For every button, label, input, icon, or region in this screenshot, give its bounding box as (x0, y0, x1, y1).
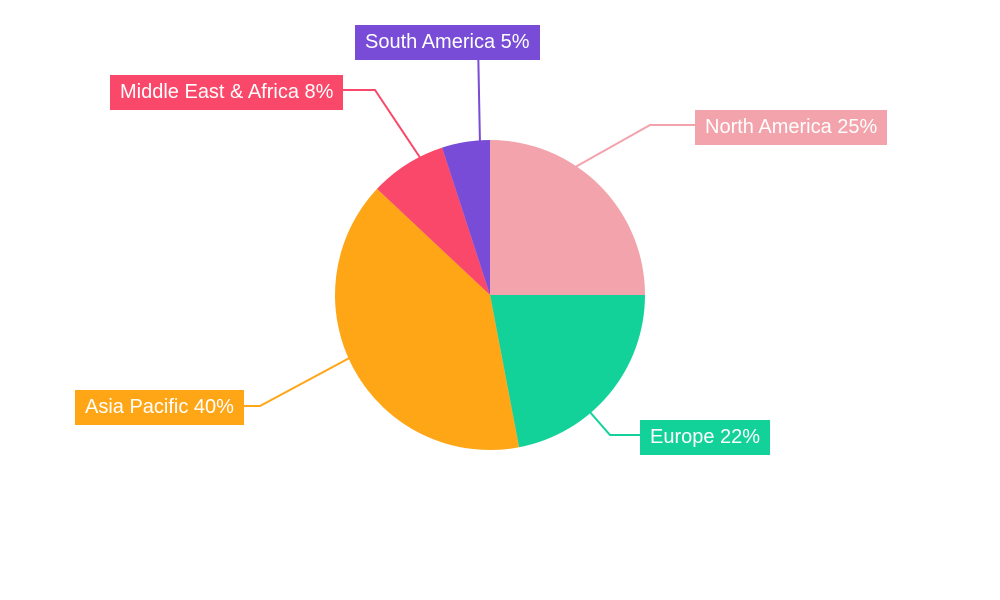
slice-label: Asia Pacific 40% (75, 390, 244, 425)
leader-line (330, 90, 425, 165)
slice-label: Europe 22% (640, 420, 770, 455)
slice-label: North America 25% (695, 110, 887, 145)
slice-label: Middle East & Africa 8% (110, 75, 343, 110)
leader-line (570, 125, 695, 170)
leader-line (231, 355, 355, 406)
pie-chart-container: North America 25% Europe 22% Asia Pacific … (0, 0, 1000, 600)
pie-slice (490, 140, 645, 295)
slice-label: South America 5% (355, 25, 540, 60)
